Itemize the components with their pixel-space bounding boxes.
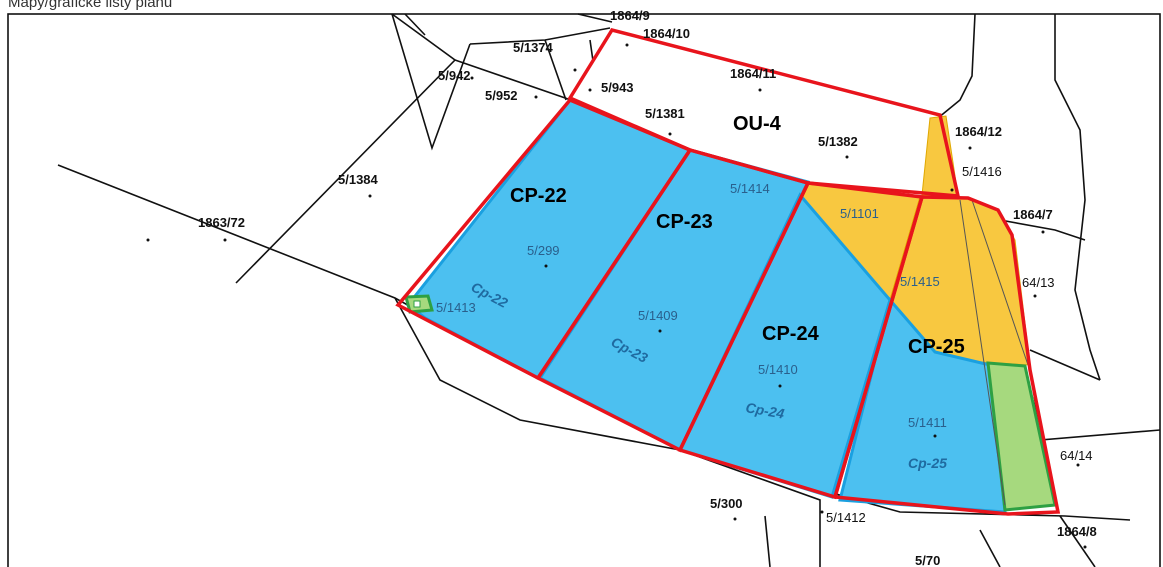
parcel-label: 5/1415 bbox=[900, 274, 940, 289]
parcel-label: 5/1381 bbox=[645, 106, 685, 121]
parcel-label: 5/299 bbox=[527, 243, 560, 258]
red-boundaries bbox=[395, 27, 1061, 516]
parcel-label: 5/70 bbox=[915, 553, 940, 567]
zone-label-cp24: CP-24 bbox=[762, 323, 820, 345]
parcel-label: 5/1410 bbox=[758, 362, 798, 377]
parcel-label: 1864/10 bbox=[643, 26, 690, 41]
inner-label-cp24: Cp-24 bbox=[744, 399, 785, 422]
inner-line bbox=[959, 199, 1006, 506]
zone-ou4-area bbox=[570, 30, 946, 200]
parcel-label: 5/1382 bbox=[818, 134, 858, 149]
parcel-label: 5/1411 bbox=[908, 415, 947, 430]
parcel-label: 5/1416 bbox=[962, 164, 1002, 179]
parcel-label: 1863/72 bbox=[198, 215, 245, 230]
parcel-label: 5/1409 bbox=[638, 308, 678, 323]
zone-label-ou4: OU-4 bbox=[733, 113, 782, 135]
parcel-label: 1864/8 bbox=[1057, 524, 1097, 539]
zone-label-cp23: CP-23 bbox=[656, 211, 713, 233]
parcel-label: 64/13 bbox=[1022, 275, 1055, 290]
map-caption: Mapy/grafické listy plánu bbox=[8, 0, 173, 11]
parcel-label: 1864/7 bbox=[1013, 207, 1053, 222]
parcel-label: 5/1412 bbox=[826, 510, 866, 525]
zone-label-cp22: CP-22 bbox=[510, 185, 567, 207]
parcel-label: 5/942 bbox=[438, 68, 471, 83]
parcel-label: 5/943 bbox=[601, 80, 634, 95]
inner-label-cp25: Cp-25 bbox=[908, 455, 947, 471]
parcel-label: 5/1374 bbox=[513, 40, 554, 55]
parcel-label: 5/300 bbox=[710, 496, 743, 511]
parcel-label: 1864/12 bbox=[955, 124, 1002, 139]
parcel-label: 64/14 bbox=[1060, 448, 1093, 463]
parcel-dots bbox=[146, 43, 1087, 549]
green-small-marker bbox=[413, 300, 421, 308]
inner-line bbox=[971, 199, 1029, 366]
parcel-label: 1864/9 bbox=[610, 8, 650, 23]
zone-cp25-boundary bbox=[832, 195, 1061, 516]
zone-label-cp25: CP-25 bbox=[908, 336, 965, 358]
parcel-label: 5/952 bbox=[485, 88, 518, 103]
parcel-label: 5/1414 bbox=[730, 181, 770, 196]
parcel-label: 5/1384 bbox=[338, 172, 379, 187]
parcel-label: 5/1413 bbox=[436, 300, 476, 315]
parcel-label: 1864/11 bbox=[730, 66, 776, 81]
parcel-label: 5/1101 bbox=[840, 206, 879, 221]
map-frame bbox=[7, 13, 1161, 567]
